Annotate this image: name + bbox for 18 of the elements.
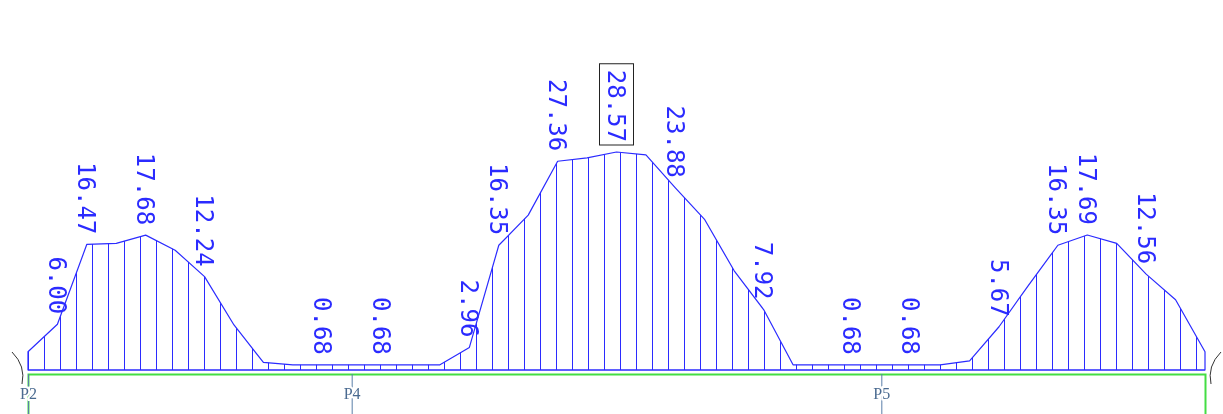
data-label: 16.47 (72, 162, 101, 235)
data-label: 12.56 (1131, 191, 1160, 265)
data-label: 6.00 (43, 256, 72, 315)
data-label: 23.88 (660, 105, 689, 178)
data-label: 12.24 (190, 194, 219, 267)
data-label: 17.68 (131, 152, 160, 226)
data-label: 27.36 (543, 78, 572, 152)
data-label: 0.68 (896, 297, 925, 355)
data-label: 5.67 (984, 258, 1013, 317)
data-label: 7.92 (749, 241, 778, 300)
data-label: 0.68 (366, 297, 395, 355)
data-label: 2.96 (454, 279, 483, 338)
data-label: 0.68 (307, 297, 336, 355)
data-label: 17.69 (1072, 152, 1101, 226)
data-label: 16.35 (484, 162, 513, 236)
data-label: 16.35 (1043, 162, 1072, 236)
data-label: 0.68 (837, 297, 866, 355)
data-label: 28.57 (602, 69, 631, 142)
